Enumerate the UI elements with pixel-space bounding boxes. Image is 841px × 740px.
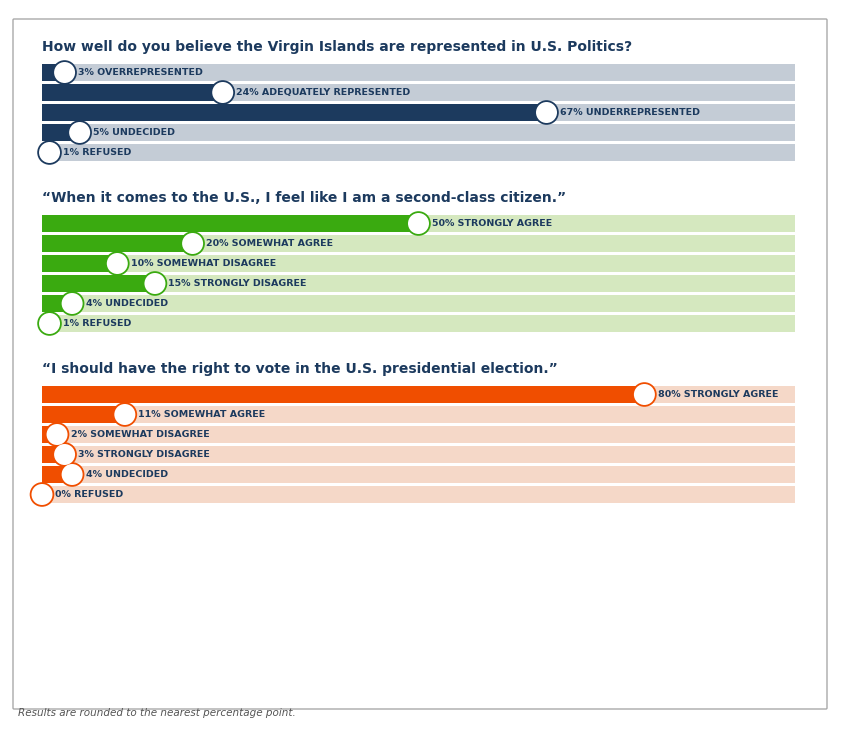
Bar — [42, 426, 795, 443]
Circle shape — [69, 122, 90, 143]
Text: 3% OVERREPRESENTED: 3% OVERREPRESENTED — [78, 68, 203, 77]
Bar — [42, 64, 65, 81]
Circle shape — [67, 120, 92, 145]
Circle shape — [54, 444, 75, 465]
Circle shape — [45, 423, 69, 447]
Bar — [42, 295, 795, 312]
Bar — [42, 215, 795, 232]
Circle shape — [61, 464, 82, 485]
Bar — [42, 386, 644, 403]
Circle shape — [54, 62, 75, 83]
Bar — [42, 406, 124, 423]
Text: 50% STRONGLY AGREE: 50% STRONGLY AGREE — [432, 219, 553, 228]
Bar — [42, 84, 795, 101]
Circle shape — [406, 211, 431, 236]
Circle shape — [37, 312, 62, 336]
Text: 5% UNDECIDED: 5% UNDECIDED — [93, 128, 175, 137]
Bar — [42, 124, 80, 141]
Text: 15% STRONGLY DISAGREE: 15% STRONGLY DISAGREE — [168, 279, 307, 288]
Bar — [42, 446, 65, 463]
Text: “When it comes to the U.S., I feel like I am a second-class citizen.”: “When it comes to the U.S., I feel like … — [42, 191, 566, 205]
Bar — [42, 144, 795, 161]
Text: 4% UNDECIDED: 4% UNDECIDED — [86, 470, 167, 479]
Bar — [42, 466, 795, 483]
Text: 2% SOMEWHAT DISAGREE: 2% SOMEWHAT DISAGREE — [71, 430, 209, 439]
Bar — [42, 255, 795, 272]
Circle shape — [408, 213, 429, 234]
Bar — [42, 386, 795, 403]
Bar — [42, 144, 50, 161]
Circle shape — [212, 82, 233, 103]
Bar — [42, 426, 57, 443]
Circle shape — [52, 443, 77, 467]
Bar — [42, 315, 795, 332]
Circle shape — [113, 403, 137, 427]
Circle shape — [145, 273, 166, 294]
Circle shape — [534, 100, 558, 125]
Text: 0% REFUSED: 0% REFUSED — [56, 490, 124, 499]
FancyBboxPatch shape — [13, 19, 827, 709]
Text: 24% ADEQUATELY REPRESENTED: 24% ADEQUATELY REPRESENTED — [236, 88, 410, 97]
Circle shape — [29, 482, 55, 507]
Circle shape — [46, 424, 67, 445]
Bar — [42, 235, 795, 252]
Circle shape — [52, 60, 77, 85]
Circle shape — [634, 384, 655, 405]
Circle shape — [632, 382, 657, 407]
Text: 1% REFUSED: 1% REFUSED — [63, 319, 131, 328]
Circle shape — [182, 233, 203, 254]
Bar — [42, 84, 223, 101]
Circle shape — [180, 231, 205, 256]
Circle shape — [37, 140, 62, 165]
Bar — [42, 486, 795, 503]
Bar — [42, 275, 155, 292]
Text: 10% SOMEWHAT DISAGREE: 10% SOMEWHAT DISAGREE — [131, 259, 276, 268]
Bar — [42, 406, 795, 423]
Bar — [42, 104, 795, 121]
Bar — [42, 64, 795, 81]
Circle shape — [60, 292, 84, 316]
Circle shape — [61, 293, 82, 314]
Bar — [42, 255, 117, 272]
Bar — [42, 104, 547, 121]
Bar — [42, 275, 795, 292]
Text: 4% UNDECIDED: 4% UNDECIDED — [86, 299, 167, 308]
Text: “I should have the right to vote in the U.S. presidential election.”: “I should have the right to vote in the … — [42, 362, 558, 376]
Circle shape — [60, 462, 84, 487]
Circle shape — [31, 484, 52, 505]
Text: 67% UNDERREPRESENTED: 67% UNDERREPRESENTED — [560, 108, 700, 117]
Bar — [42, 215, 419, 232]
Text: 11% SOMEWHAT AGREE: 11% SOMEWHAT AGREE — [138, 410, 266, 419]
Circle shape — [114, 404, 135, 425]
Text: 1% REFUSED: 1% REFUSED — [63, 148, 131, 157]
Circle shape — [210, 80, 235, 105]
Circle shape — [105, 251, 130, 276]
Bar — [42, 446, 795, 463]
Circle shape — [143, 271, 167, 296]
Text: Results are rounded to the nearest percentage point.: Results are rounded to the nearest perce… — [18, 708, 296, 718]
Text: 80% STRONGLY AGREE: 80% STRONGLY AGREE — [658, 390, 779, 399]
Circle shape — [536, 102, 557, 123]
Text: 20% SOMEWHAT AGREE: 20% SOMEWHAT AGREE — [206, 239, 333, 248]
Bar — [42, 295, 72, 312]
Bar — [42, 315, 50, 332]
Text: How well do you believe the Virgin Islands are represented in U.S. Politics?: How well do you believe the Virgin Islan… — [42, 40, 632, 54]
Circle shape — [107, 253, 128, 274]
Text: 3% STRONGLY DISAGREE: 3% STRONGLY DISAGREE — [78, 450, 210, 459]
Bar — [42, 466, 72, 483]
Bar — [42, 124, 795, 141]
Bar — [42, 235, 193, 252]
Circle shape — [39, 142, 60, 163]
Circle shape — [39, 313, 60, 334]
